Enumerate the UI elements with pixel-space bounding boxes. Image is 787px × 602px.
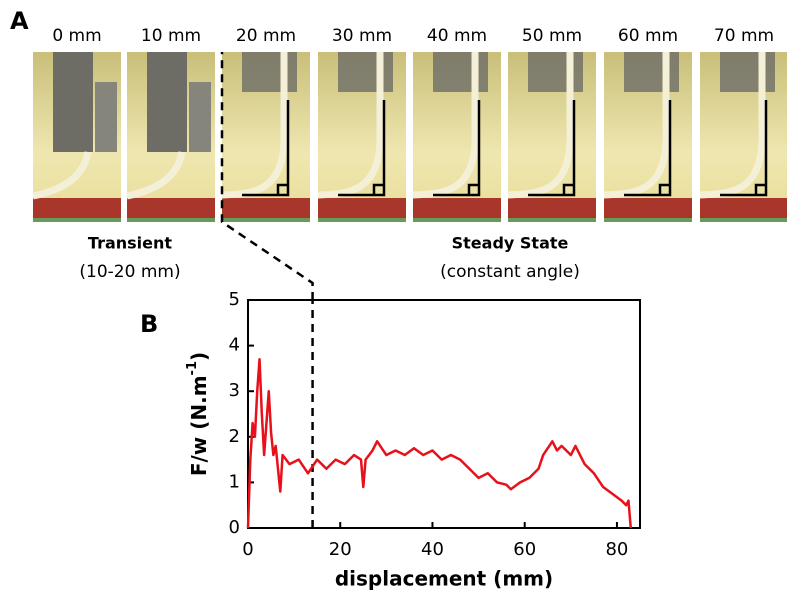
base bbox=[700, 218, 787, 222]
clamp bbox=[189, 82, 211, 152]
photo-label: 70 mm bbox=[714, 26, 774, 46]
angle bbox=[528, 100, 576, 197]
base bbox=[508, 218, 596, 222]
clamp bbox=[433, 52, 488, 92]
tissue bbox=[33, 198, 121, 218]
base bbox=[318, 218, 406, 222]
clamp bbox=[338, 52, 393, 92]
tissue bbox=[222, 198, 310, 218]
x-tick-label: 0 bbox=[242, 539, 253, 560]
x-axis-label: displacement (mm) bbox=[335, 567, 553, 591]
clamp bbox=[242, 52, 297, 92]
strip bbox=[126, 151, 186, 200]
x-tick-label: 20 bbox=[329, 539, 352, 560]
angle bbox=[720, 100, 768, 197]
x-tick-label: 60 bbox=[513, 539, 536, 560]
y-tick-label: 1 bbox=[229, 471, 240, 492]
caption: (constant angle) bbox=[440, 262, 580, 282]
y-axis-label-part: F/w (N.m bbox=[187, 375, 211, 476]
angle bbox=[338, 100, 386, 197]
angle bbox=[433, 100, 481, 197]
zoom-link bbox=[220, 52, 314, 300]
panel-label: B bbox=[140, 310, 158, 338]
plot-frame bbox=[247, 299, 641, 529]
clamp bbox=[624, 52, 679, 92]
photo-label: 10 mm bbox=[141, 26, 201, 46]
tissue bbox=[700, 198, 787, 218]
tissue bbox=[127, 198, 215, 218]
photo-label: 30 mm bbox=[332, 26, 392, 46]
tissue bbox=[318, 198, 406, 218]
strip bbox=[221, 52, 288, 199]
base bbox=[413, 218, 501, 222]
caption: Transient bbox=[88, 234, 172, 253]
angle bbox=[624, 100, 672, 197]
panel-label: A bbox=[10, 7, 29, 35]
angle bbox=[242, 100, 290, 197]
base bbox=[127, 218, 215, 222]
tissue bbox=[508, 198, 596, 218]
photo-label: 0 mm bbox=[52, 26, 101, 46]
base bbox=[33, 218, 121, 222]
y-tick-label: 0 bbox=[229, 517, 240, 538]
clamp bbox=[95, 82, 117, 152]
strip bbox=[507, 52, 574, 199]
strip bbox=[603, 52, 670, 199]
tissue bbox=[413, 198, 501, 218]
y-tick-label: 2 bbox=[229, 426, 240, 447]
x-tick-label: 40 bbox=[421, 539, 444, 560]
photo-label: 20 mm bbox=[236, 26, 296, 46]
caption: (10-20 mm) bbox=[79, 262, 180, 282]
base bbox=[604, 218, 692, 222]
clamp bbox=[147, 52, 187, 152]
clamp bbox=[720, 52, 775, 92]
y-tick-label: 4 bbox=[229, 335, 240, 356]
photo-label: 60 mm bbox=[618, 26, 678, 46]
y-axis-label: F/w (N.m-1) bbox=[185, 352, 211, 476]
data-line bbox=[246, 358, 633, 529]
strip bbox=[412, 52, 479, 199]
y-tick-label: 5 bbox=[229, 289, 240, 310]
clamp bbox=[528, 52, 583, 92]
y-tick-label: 3 bbox=[229, 380, 240, 401]
y-axis-label-part: -1 bbox=[185, 361, 200, 375]
x-tick-label: 80 bbox=[605, 539, 628, 560]
strip bbox=[317, 52, 384, 199]
photo-label: 50 mm bbox=[522, 26, 582, 46]
caption: Steady State bbox=[452, 234, 569, 253]
clamp bbox=[53, 52, 93, 152]
strip bbox=[32, 151, 92, 200]
photo-label: 40 mm bbox=[427, 26, 487, 46]
base bbox=[222, 218, 310, 222]
strip bbox=[699, 52, 766, 199]
tissue bbox=[604, 198, 692, 218]
y-axis-label-part: ) bbox=[187, 352, 211, 361]
